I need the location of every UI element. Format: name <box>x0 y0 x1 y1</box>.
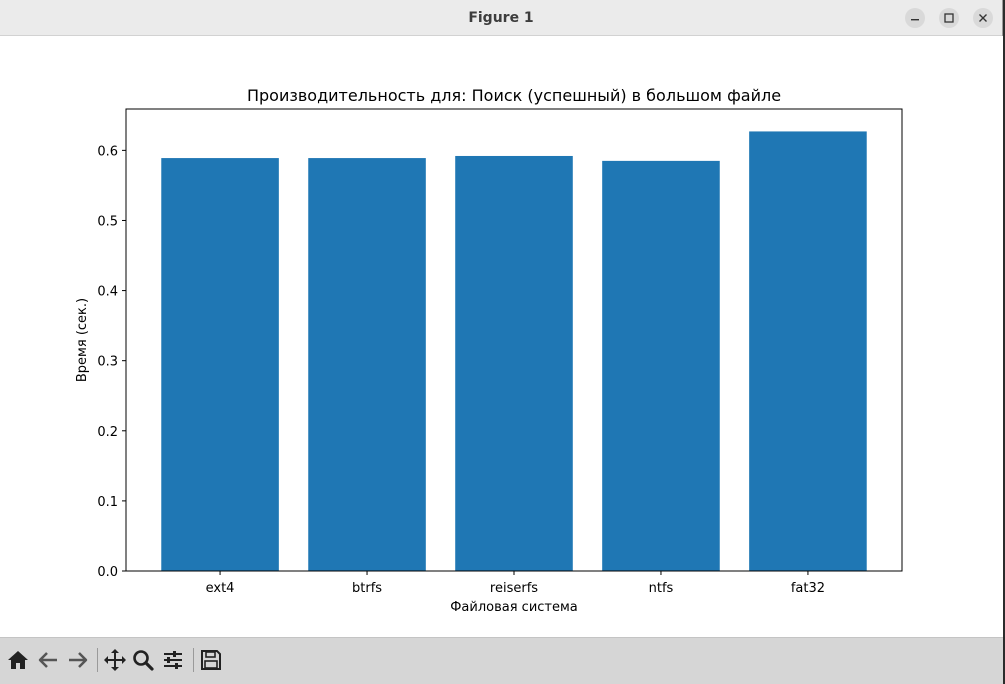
x-tick-label: btrfs <box>352 581 382 596</box>
bar-fat32 <box>749 131 867 571</box>
toolbar-separator <box>193 648 194 672</box>
figure-canvas[interactable]: Производительность для: Поиск (успешный)… <box>0 36 1003 637</box>
navigation-toolbar <box>0 637 1003 684</box>
forward-icon <box>69 652 88 668</box>
maximize-button[interactable] <box>939 8 959 28</box>
bar-btrfs <box>308 158 426 572</box>
configure-subplots-icon <box>164 651 182 669</box>
y-tick-label: 0.3 <box>97 355 118 370</box>
bar-chart: Производительность для: Поиск (успешный)… <box>75 86 903 615</box>
minimize-button[interactable] <box>905 8 925 28</box>
y-tick-label: 0.0 <box>97 565 118 580</box>
x-tick-label: fat32 <box>791 581 825 596</box>
minimize-icon <box>911 19 919 21</box>
maximize-icon <box>944 13 954 23</box>
y-tick-label: 0.1 <box>97 495 118 510</box>
configure-subplots-button[interactable] <box>161 648 185 672</box>
zoom-icon <box>133 650 154 671</box>
bar-ntfs <box>602 160 720 571</box>
close-button[interactable] <box>973 8 993 28</box>
forward-button[interactable] <box>66 648 90 672</box>
back-icon <box>38 652 57 668</box>
bar-ext4 <box>161 158 279 572</box>
save-icon <box>201 650 221 670</box>
window-title: Figure 1 <box>468 10 534 26</box>
pan-button[interactable] <box>103 648 127 672</box>
save-button[interactable] <box>199 648 223 672</box>
chart-title: Производительность для: Поиск (успешный)… <box>247 86 781 105</box>
y-tick-label: 0.2 <box>97 425 118 440</box>
y-tick-label: 0.5 <box>97 214 118 229</box>
x-tick-label: ext4 <box>206 581 235 596</box>
home-icon <box>8 651 28 669</box>
close-icon <box>979 14 987 22</box>
pan-icon <box>104 649 126 671</box>
title-bar[interactable]: Figure 1 <box>0 0 1002 36</box>
home-button[interactable] <box>6 648 30 672</box>
x-tick-label: ntfs <box>649 581 674 596</box>
bar-reiserfs <box>455 155 573 571</box>
x-tick-label: reiserfs <box>490 581 538 596</box>
toolbar-separator <box>97 648 98 672</box>
y-tick-label: 0.4 <box>97 285 118 300</box>
x-axis-label: Файловая система <box>450 600 578 615</box>
back-button[interactable] <box>36 648 60 672</box>
zoom-button[interactable] <box>131 648 155 672</box>
y-axis-label: Время (сек.) <box>75 298 90 382</box>
y-tick-label: 0.6 <box>97 144 118 159</box>
